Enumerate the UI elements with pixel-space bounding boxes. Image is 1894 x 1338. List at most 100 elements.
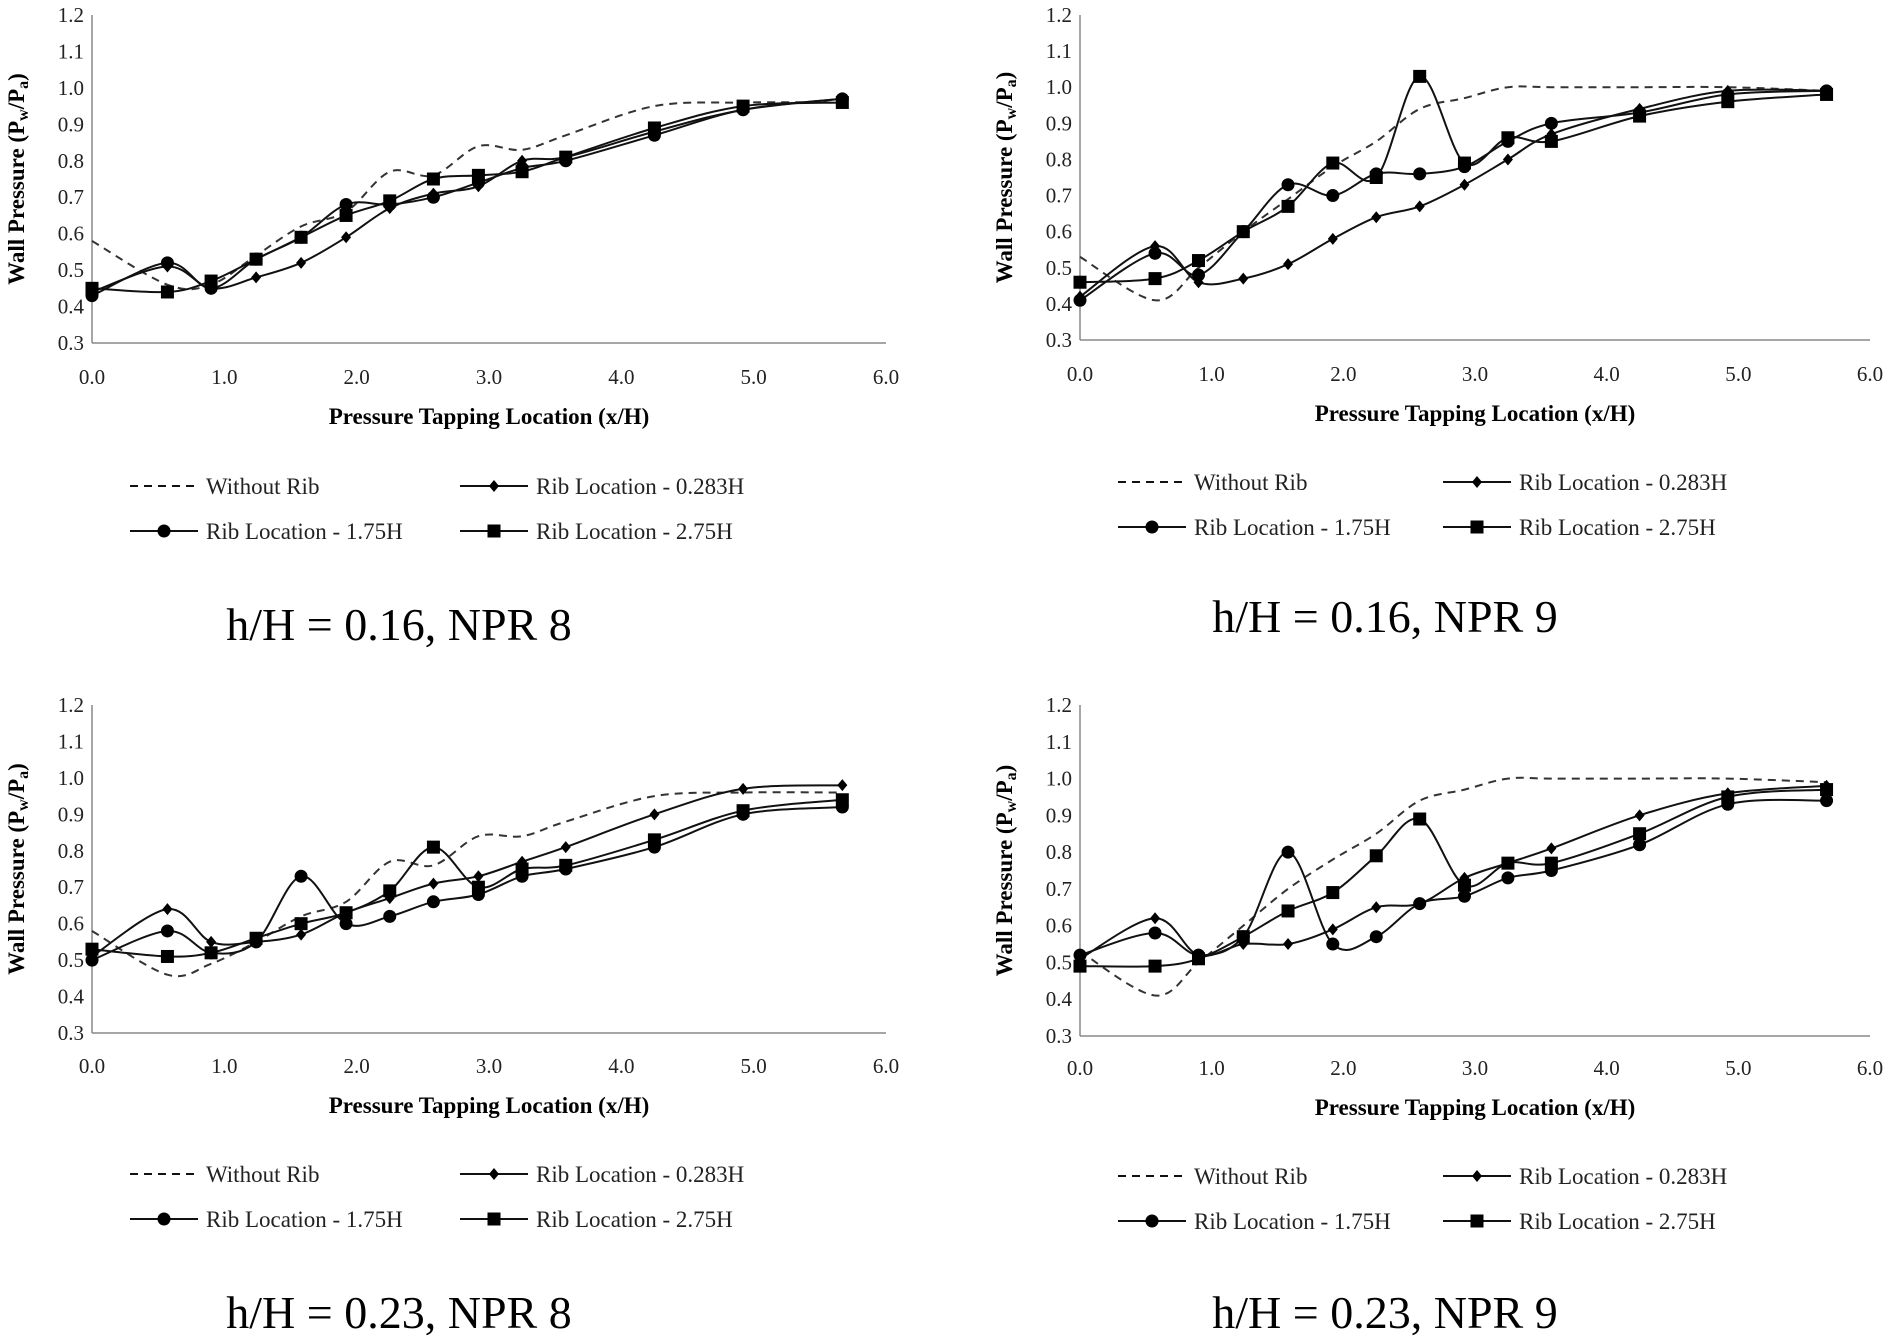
- y-axis-title-part: ): [4, 763, 29, 771]
- y-axis-title: Wall Pressure (Pw/Pa): [4, 73, 32, 285]
- data-point-square: [204, 274, 218, 288]
- chart-panel-4: 0.3 0.4 0.5 0.6 0.7 0.8 0.9 1.0 1.1 1.2 0.0 1.0 2.0 3…: [992, 693, 1883, 1338]
- data-point-circle: [1326, 937, 1340, 951]
- y-tick-label: 1.0: [1046, 767, 1072, 791]
- data-point-square: [426, 172, 440, 186]
- data-point-square: [339, 906, 353, 920]
- data-point-square: [1326, 156, 1340, 170]
- legend-label: Rib Location - 1.75H: [206, 519, 403, 544]
- x-tick-label: 3.0: [476, 1054, 502, 1078]
- data-point-circle: [426, 895, 440, 909]
- y-tick-label: 0.8: [58, 839, 84, 863]
- x-tick-label: 4.0: [608, 1054, 634, 1078]
- data-point-square: [1501, 856, 1515, 870]
- data-point-square: [1236, 930, 1250, 944]
- data-point-circle: [1820, 794, 1834, 808]
- data-point-diamond: [1327, 232, 1338, 245]
- y-axis-title-part: /P: [992, 780, 1017, 801]
- data-point-square: [85, 281, 99, 295]
- y-tick-label: 0.6: [1046, 914, 1072, 938]
- legend-label: Without Rib: [1194, 470, 1307, 495]
- y-axis-title-part: a: [1003, 772, 1020, 780]
- series-rib-location-2-75h: [1073, 783, 1834, 973]
- x-tick-label: 3.0: [476, 365, 502, 389]
- y-axis-title: Wall Pressure (Pw/Pa): [992, 765, 1020, 977]
- y-axis-title-part: /P: [992, 87, 1017, 108]
- data-point-square: [249, 252, 263, 266]
- y-tick-label: 0.9: [58, 802, 84, 826]
- y-tick-label: 1.2: [58, 3, 84, 27]
- data-point-square: [160, 949, 174, 963]
- series-line: [91, 101, 843, 294]
- y-tick-label: 0.9: [1046, 803, 1072, 827]
- data-point-square: [559, 150, 573, 164]
- y-axis-title-part: w: [1003, 107, 1020, 119]
- chart-panel-3: 0.3 0.4 0.5 0.6 0.7 0.8 0.9 1.0 1.1 1.2 0.0 1.0 2.0 3…: [4, 693, 899, 1338]
- data-point-diamond: [1238, 272, 1249, 285]
- data-point-square: [515, 165, 529, 179]
- x-tick-label: 4.0: [1594, 1056, 1620, 1080]
- data-point-square: [471, 168, 485, 182]
- series-without-rib: [1079, 85, 1827, 302]
- legend-label: Rib Location - 1.75H: [1194, 1209, 1391, 1234]
- data-point-square: [426, 840, 440, 854]
- data-point-square: [1073, 275, 1087, 289]
- legend-label: Rib Location - 2.75H: [536, 1207, 733, 1232]
- x-tick-label: 4.0: [608, 365, 634, 389]
- data-point-circle: [1073, 293, 1087, 307]
- series-rib-location-0-283h: [87, 92, 848, 298]
- x-tick-label: 2.0: [344, 1054, 370, 1078]
- legend: Without Rib Rib Location - 0.283H Rib Loca…: [1118, 1164, 1727, 1234]
- data-point-diamond: [1546, 842, 1557, 855]
- x-axis-title: Pressure Tapping Location (x/H): [329, 404, 650, 429]
- y-tick-label: 0.7: [58, 185, 84, 209]
- y-tick-label: 1.2: [58, 693, 84, 717]
- data-point-square: [1281, 199, 1295, 213]
- data-point-square: [1148, 272, 1162, 286]
- data-point-square: [249, 931, 263, 945]
- data-point-square: [1148, 959, 1162, 973]
- data-point-circle: [1501, 871, 1515, 885]
- data-point-square: [85, 942, 99, 956]
- x-axis-title: Pressure Tapping Location (x/H): [1315, 1095, 1636, 1120]
- legend-marker-diamond: [489, 1168, 499, 1180]
- series-line: [1079, 788, 1827, 968]
- x-tick-label: 3.0: [1462, 1056, 1488, 1080]
- x-tick-label: 1.0: [211, 1054, 237, 1078]
- data-point-square: [1413, 69, 1427, 83]
- series-line: [1079, 798, 1827, 957]
- y-tick-label: 0.4: [1046, 292, 1073, 316]
- y-tick-label: 0.8: [1046, 840, 1072, 864]
- series-line: [91, 97, 843, 293]
- x-tick-label: 5.0: [1725, 1056, 1751, 1080]
- data-point-circle: [1544, 116, 1558, 130]
- y-tick-label: 0.4: [1046, 987, 1073, 1011]
- data-point-square: [1192, 952, 1205, 966]
- series-line: [1079, 776, 1827, 997]
- y-tick-label: 0.7: [1046, 184, 1072, 208]
- data-point-square: [160, 285, 174, 299]
- legend-marker-circle: [1145, 1214, 1159, 1228]
- x-tick-label: 6.0: [1857, 1056, 1883, 1080]
- x-tick-label: 2.0: [1330, 1056, 1356, 1080]
- x-tick-label: 0.0: [79, 1054, 105, 1078]
- data-point-circle: [1148, 926, 1162, 940]
- data-point-square: [1633, 827, 1647, 841]
- y-axis-title-part: /P: [4, 89, 29, 110]
- legend-marker-square: [1470, 520, 1484, 534]
- series-rib-location-1-75h: [1073, 794, 1834, 962]
- legend-label: Rib Location - 2.75H: [1519, 1209, 1716, 1234]
- data-point-circle: [160, 256, 174, 270]
- data-point-circle: [383, 909, 397, 923]
- data-point-square: [1721, 790, 1735, 804]
- legend-marker-diamond: [489, 480, 499, 492]
- data-point-diamond: [1634, 809, 1645, 822]
- data-point-diamond: [473, 870, 484, 883]
- y-tick-label: 0.4: [58, 985, 85, 1009]
- data-point-square: [1236, 225, 1250, 239]
- legend: Without Rib Rib Location - 0.283H Rib Loca…: [130, 1162, 744, 1232]
- legend-label: Rib Location - 0.283H: [536, 1162, 744, 1187]
- data-point-diamond: [1371, 901, 1382, 914]
- y-tick-label: 1.2: [1046, 693, 1072, 717]
